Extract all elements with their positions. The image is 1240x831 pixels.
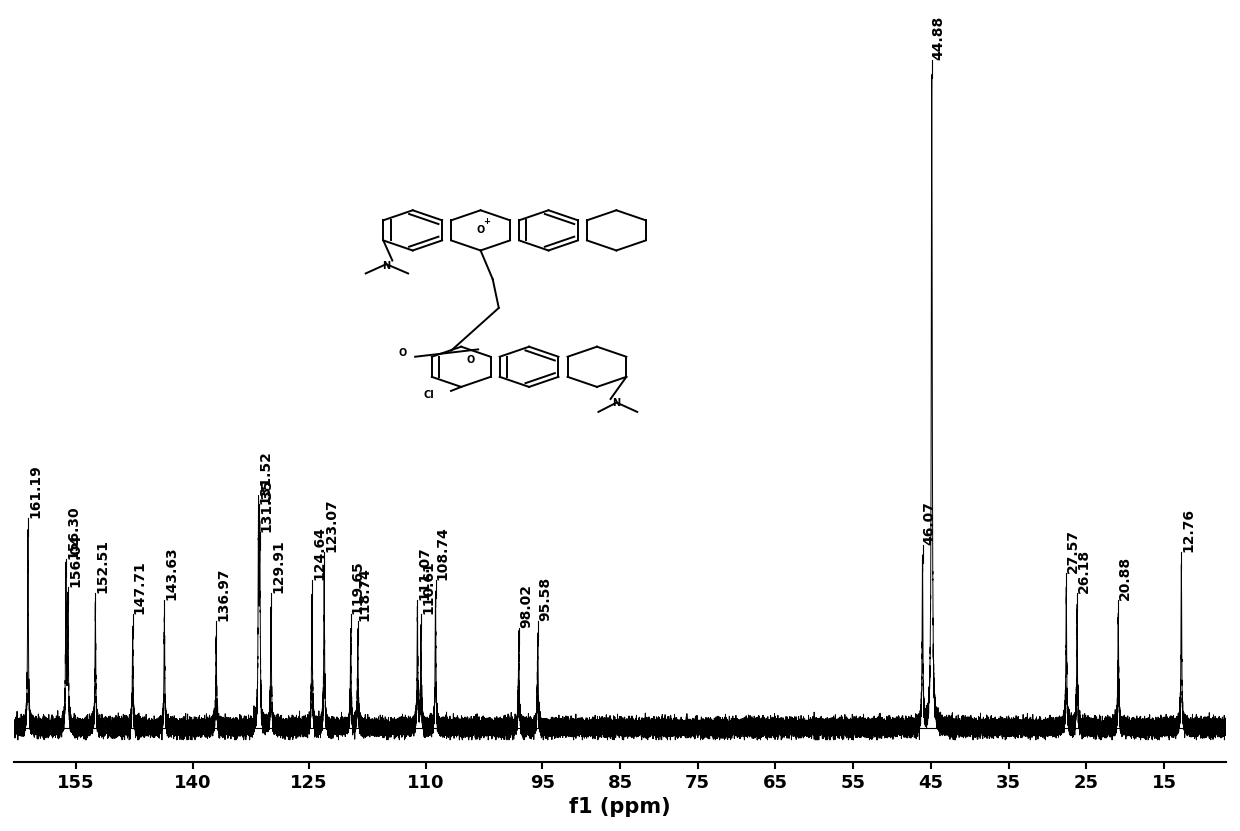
- Text: 123.07: 123.07: [324, 499, 339, 553]
- X-axis label: f1 (ppm): f1 (ppm): [569, 797, 671, 817]
- Text: 27.57: 27.57: [1066, 529, 1080, 573]
- Text: 46.07: 46.07: [923, 502, 936, 545]
- Text: 108.74: 108.74: [435, 526, 450, 580]
- Text: 131.35: 131.35: [260, 478, 274, 532]
- Text: N: N: [613, 397, 621, 407]
- Text: 111.07: 111.07: [418, 547, 432, 600]
- Text: 44.88: 44.88: [931, 16, 946, 60]
- Text: 129.91: 129.91: [272, 539, 285, 593]
- Text: O: O: [399, 348, 407, 358]
- Text: 98.02: 98.02: [518, 583, 533, 627]
- Text: 147.71: 147.71: [133, 560, 146, 614]
- Text: O: O: [476, 225, 485, 235]
- Text: 156.30: 156.30: [66, 505, 79, 559]
- Text: 156.04: 156.04: [68, 533, 82, 587]
- Text: O: O: [466, 355, 475, 365]
- Text: 110.61: 110.61: [422, 560, 435, 614]
- Text: 12.76: 12.76: [1182, 509, 1195, 553]
- Text: Cl: Cl: [424, 390, 434, 400]
- Text: 131.52: 131.52: [258, 450, 273, 504]
- Text: 26.18: 26.18: [1078, 549, 1091, 593]
- Text: 152.51: 152.51: [95, 539, 109, 593]
- Text: N: N: [382, 261, 391, 271]
- Text: +: +: [484, 217, 490, 226]
- Text: 143.63: 143.63: [165, 547, 179, 600]
- Text: 124.64: 124.64: [312, 526, 326, 580]
- Text: 136.97: 136.97: [216, 568, 231, 621]
- Text: 119.65: 119.65: [351, 560, 365, 614]
- Text: 118.74: 118.74: [358, 567, 372, 621]
- Text: 161.19: 161.19: [29, 465, 42, 518]
- Text: 95.58: 95.58: [538, 577, 552, 621]
- Text: 20.88: 20.88: [1118, 556, 1132, 600]
